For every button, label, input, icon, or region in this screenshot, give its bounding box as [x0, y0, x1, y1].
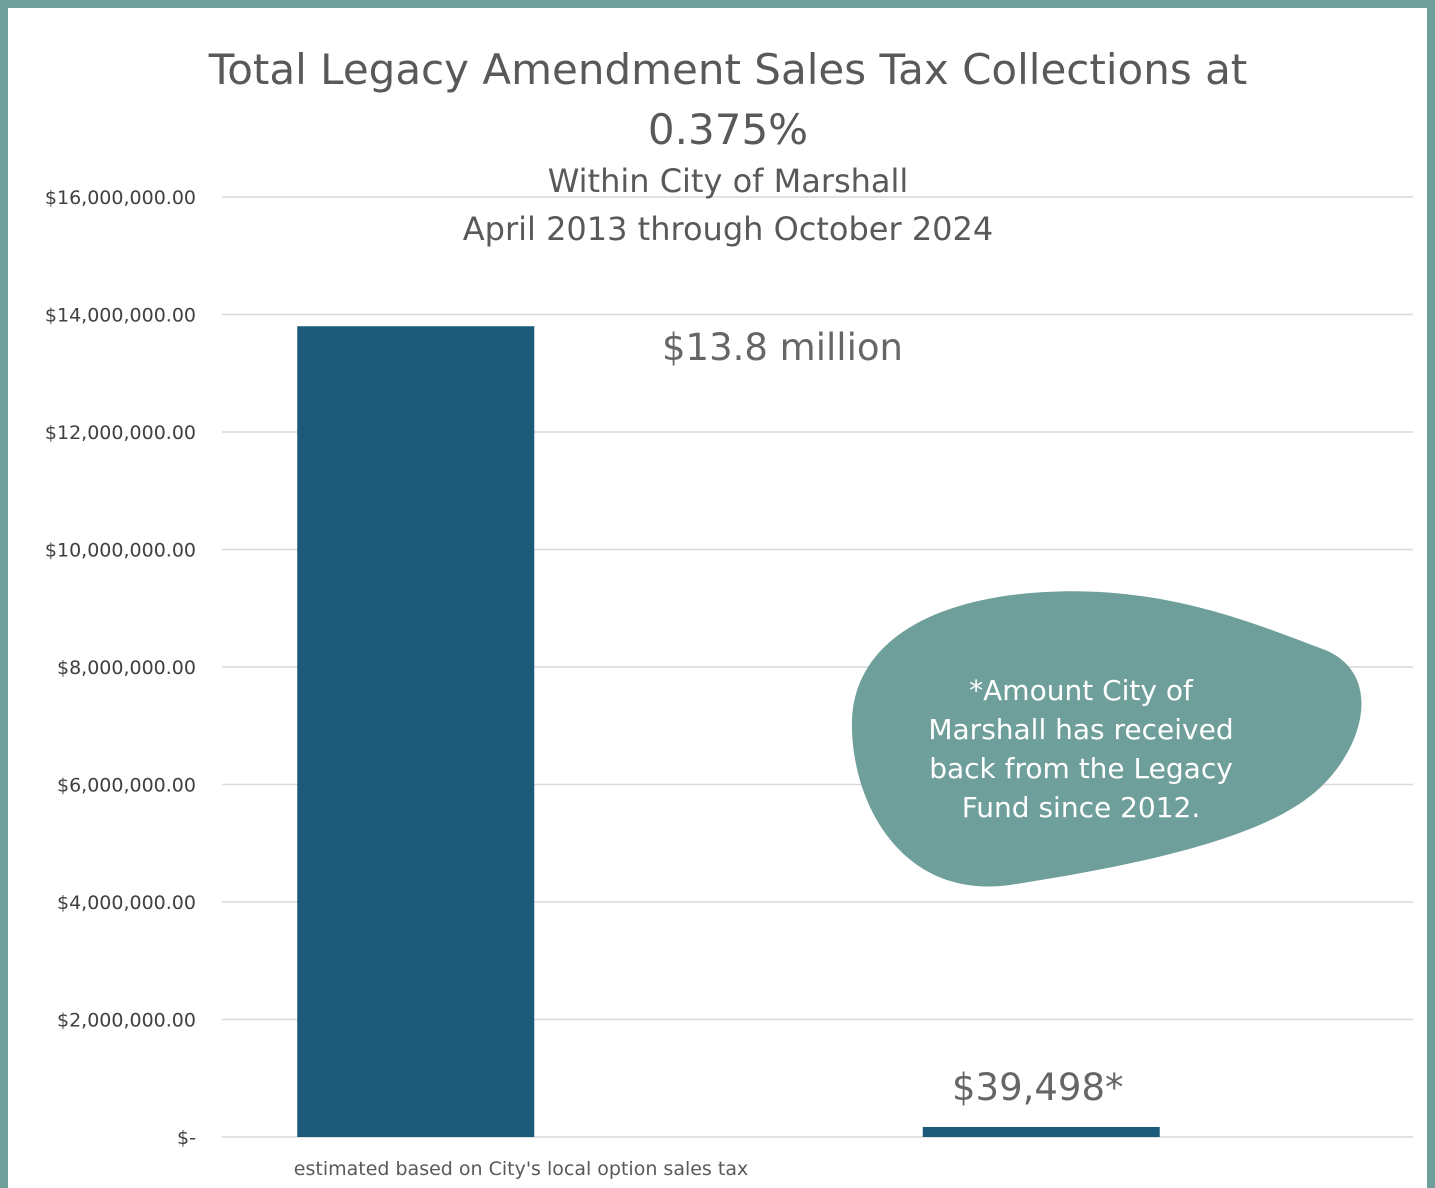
callout-blob: [851, 591, 1362, 887]
title-line-1: Total Legacy Amendment Sales Tax Collect…: [208, 45, 1248, 94]
y-tick-label: $2,000,000.00: [57, 1010, 196, 1032]
data-label-bar-2: $39,498*: [952, 1066, 1124, 1109]
y-tick-label: $4,000,000.00: [57, 892, 196, 914]
chart-title: Total Legacy Amendment Sales Tax Collect…: [208, 45, 1248, 154]
subtitle-line-2: April 2013 through October 2024: [463, 210, 994, 248]
x-category-label: estimated based on City's local option s…: [294, 1158, 748, 1180]
y-tick-label: $8,000,000.00: [57, 657, 196, 679]
chart-subtitle: Within City of Marshall April 2013 throu…: [463, 162, 994, 248]
y-tick-label: $12,000,000.00: [45, 422, 196, 444]
y-tick-label: $6,000,000.00: [57, 775, 196, 797]
subtitle-line-1: Within City of Marshall: [548, 162, 909, 200]
callout-line-4: Fund since 2012.: [962, 791, 1201, 824]
callout-line-1: *Amount City of: [969, 674, 1194, 707]
y-tick-label: $10,000,000.00: [45, 540, 196, 562]
bars: [297, 326, 1160, 1137]
y-tick-label: $-: [177, 1127, 196, 1149]
callout-annotation: *Amount City of Marshall has received ba…: [851, 591, 1362, 887]
title-line-2: 0.375%: [648, 105, 808, 154]
callout-line-3: back from the Legacy: [929, 752, 1233, 785]
callout-line-2: Marshall has received: [928, 713, 1233, 746]
y-tick-label: $16,000,000.00: [45, 187, 196, 209]
data-label-bar-1: $13.8 million: [662, 326, 903, 369]
bar-1: [297, 326, 535, 1137]
y-tick-label: $14,000,000.00: [45, 305, 196, 327]
y-axis-tick-labels: $16,000,000.00 $14,000,000.00 $12,000,000.…: [45, 187, 196, 1149]
bar-2: [922, 1127, 1160, 1137]
